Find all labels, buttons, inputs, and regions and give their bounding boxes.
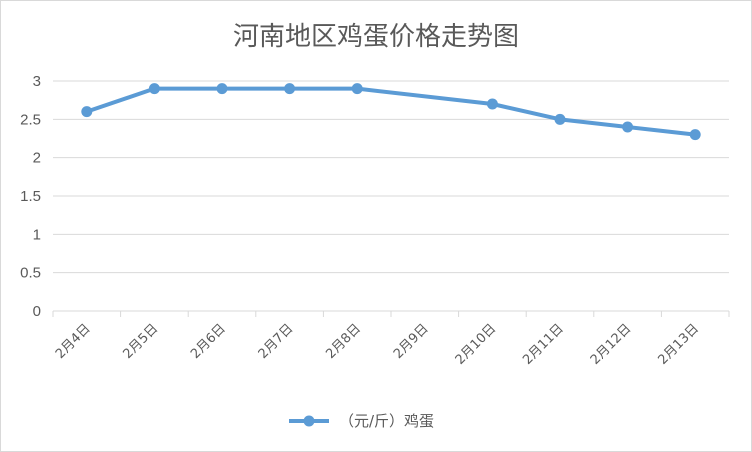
x-tick-label: 2月10日	[453, 321, 500, 368]
chart-title: 河南地区鸡蛋价格走势图	[233, 22, 519, 52]
x-tick-label: 2月4日	[53, 321, 94, 362]
x-tick-label: 2月5日	[121, 321, 162, 362]
legend: （元/斤）鸡蛋	[289, 412, 434, 430]
series-layer	[81, 83, 701, 141]
x-tick-label: 2月11日	[520, 321, 567, 368]
data-point	[554, 113, 566, 125]
data-point	[351, 83, 363, 95]
data-point	[148, 83, 160, 95]
y-tick-label: 3	[33, 73, 41, 90]
data-point	[689, 129, 701, 141]
x-tick-label: 2月6日	[188, 321, 229, 362]
y-tick-label: 1.5	[20, 188, 41, 205]
x-axis-ticks: 2月4日 2月5日 2月6日 2月7日 2月8日 2月9日 2月10日 2月11日 2月12日 2…	[53, 321, 702, 368]
y-tick-label: 0.5	[20, 265, 41, 282]
x-tick-label: 2月13日	[655, 321, 702, 368]
data-point	[622, 121, 634, 133]
data-point	[81, 106, 93, 118]
x-tick-label: 2月12日	[588, 321, 635, 368]
data-point	[216, 83, 228, 95]
y-tick-label: 0	[33, 303, 41, 320]
y-tick-label: 2	[33, 150, 41, 167]
series-line	[86, 86, 696, 137]
x-tick-label: 2月7日	[256, 321, 297, 362]
legend-label: （元/斤）鸡蛋	[339, 412, 434, 430]
y-tick-label: 1	[33, 226, 41, 243]
x-tick-label: 2月9日	[391, 321, 432, 362]
legend-marker	[303, 415, 315, 427]
x-tick-label: 2月8日	[323, 321, 364, 362]
data-point	[486, 98, 498, 110]
y-tick-label: 2.5	[20, 111, 41, 128]
data-point	[284, 83, 296, 95]
gridlines	[52, 80, 730, 317]
y-axis-ticks: 0 0.5 1 1.5 2 2.5 3	[20, 73, 41, 320]
